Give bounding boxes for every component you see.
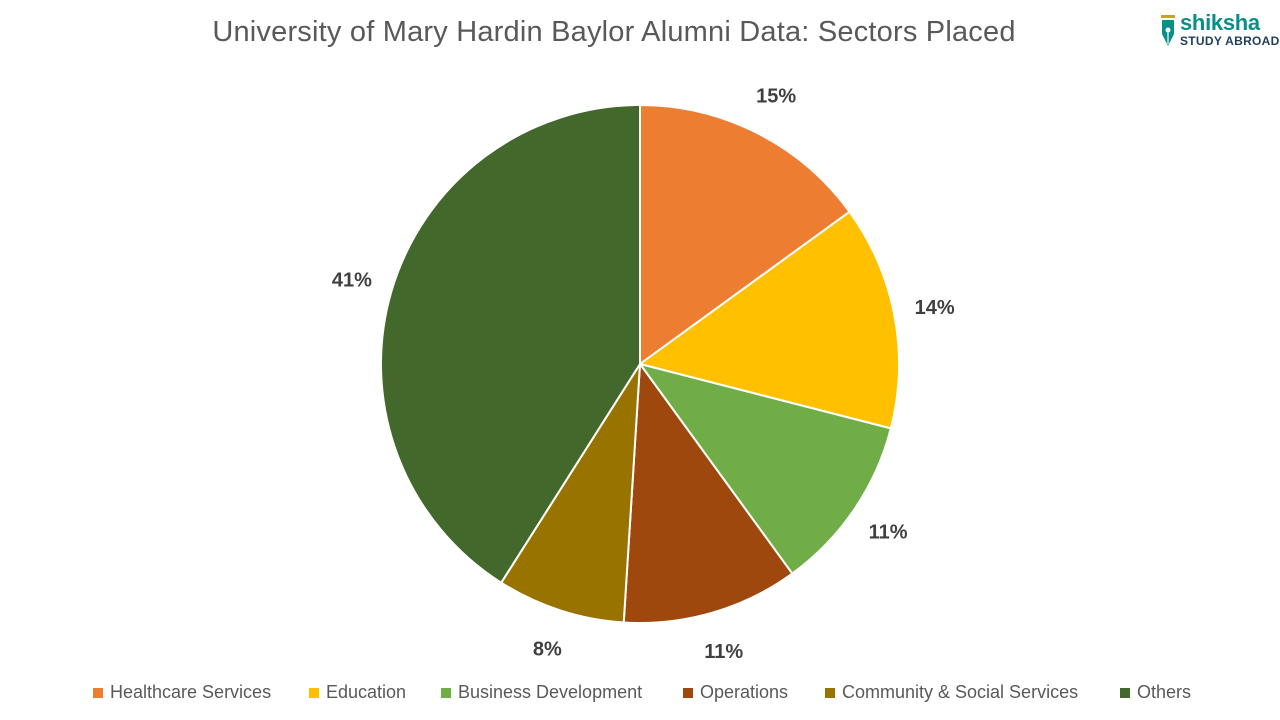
pie-slice-business-development: [637, 362, 893, 575]
pie-slice-education: [637, 210, 900, 430]
legend-item-others: Others: [1120, 682, 1191, 703]
legend-swatch: [441, 687, 451, 698]
legend-item-community-and-social-services: Community & Social Services: [825, 682, 1078, 703]
data-label-operations: 11%: [704, 641, 743, 663]
legend-label: Business Development: [458, 682, 643, 702]
chart-title: University of Mary Hardin Baylor Alumni …: [212, 16, 1016, 48]
data-label-community-and-social-services: 8%: [533, 638, 562, 660]
legend-item-healthcare-services: Healthcare Services: [93, 682, 271, 703]
shiksha-logo: shiksha STUDY ABROAD: [1158, 10, 1279, 52]
data-label-business-development: 11%: [869, 522, 908, 544]
pie-slice-operations: [622, 361, 794, 624]
legend-item-business-development: Business Development: [441, 682, 642, 703]
legend-swatch: [1120, 687, 1130, 698]
legend-swatch: [93, 687, 103, 698]
legend-label: Operations: [700, 682, 789, 702]
chart-legend: Healthcare Services Education Business Dev…: [0, 682, 1280, 708]
data-label-others: 41%: [332, 269, 372, 291]
pie-slice-community-and-social-services: [499, 363, 641, 624]
legend-label: Others: [1137, 682, 1192, 702]
data-label-healthcare-services: 15%: [756, 86, 796, 108]
legend-swatch: [683, 687, 693, 698]
legend-item-operations: Operations: [683, 682, 788, 703]
pen-nib-icon: [1161, 15, 1175, 46]
logo-subtitle: STUDY ABROAD: [1180, 34, 1280, 48]
legend-swatch: [309, 687, 319, 698]
legend-label: Healthcare Services: [110, 682, 272, 702]
pie-chart: 15% 14% 11% 11% 8% 41%: [332, 86, 955, 663]
logo-wordmark: shiksha: [1180, 10, 1260, 35]
legend-label: Education: [326, 682, 407, 702]
data-label-education: 14%: [915, 297, 955, 319]
legend-swatch: [825, 687, 835, 698]
legend-item-education: Education: [309, 682, 406, 703]
legend-label: Community & Social Services: [842, 682, 1079, 702]
pie-slice-others: [380, 103, 641, 585]
pie-slice-healthcare-services: [639, 103, 851, 366]
